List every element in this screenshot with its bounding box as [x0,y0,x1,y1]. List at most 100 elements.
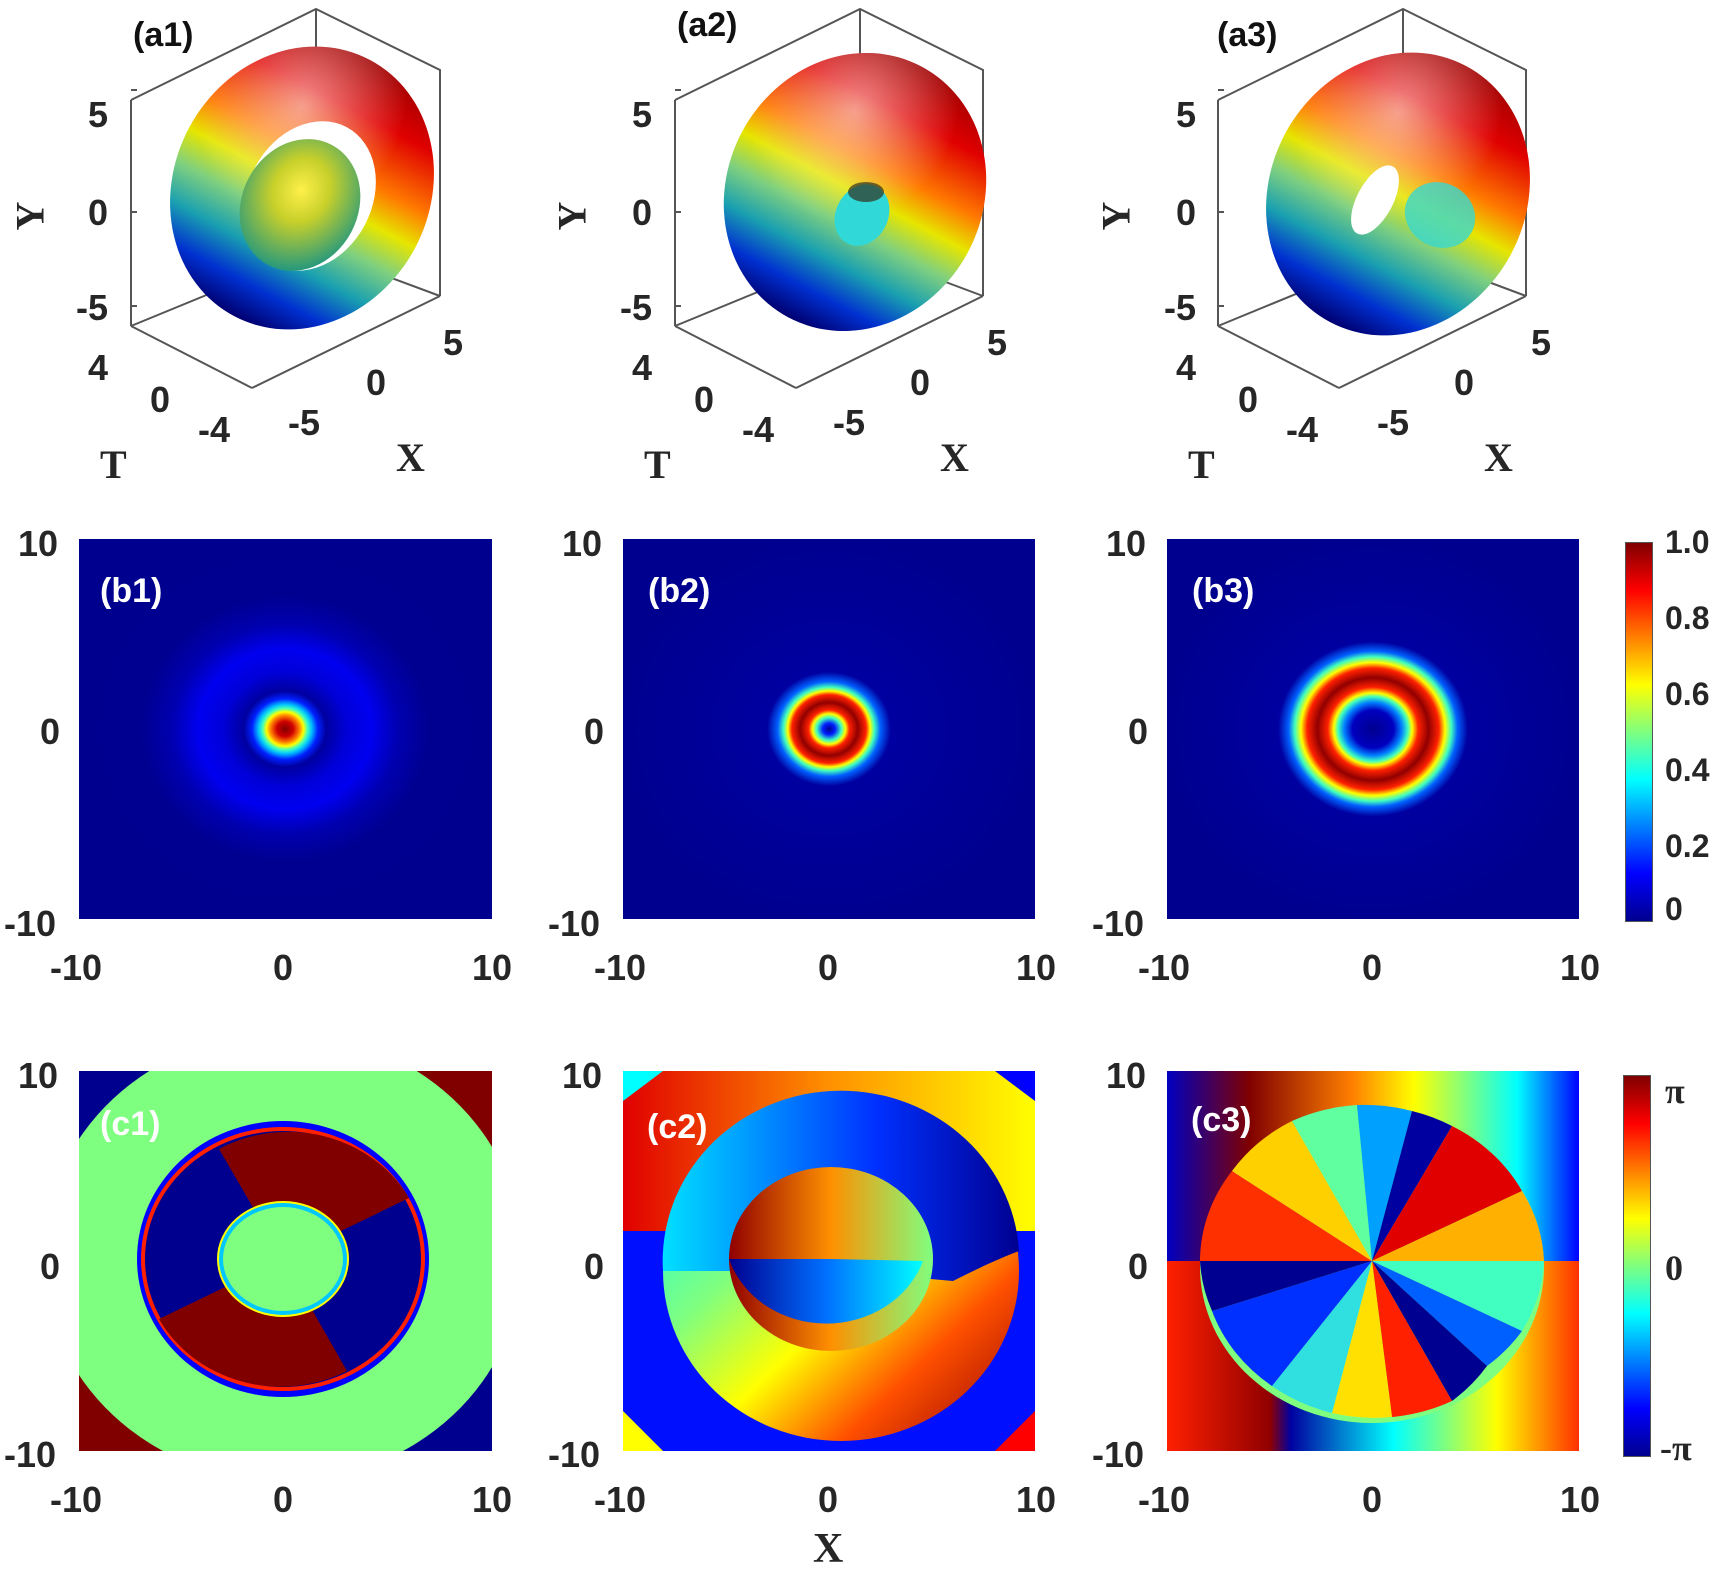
panel-label-c2: (c2) [647,1108,708,1146]
heatmap-c3 [1167,1071,1579,1451]
x-tick-a3-0: 0 [1454,362,1475,403]
x-tick-c1-m10: -10 [50,1479,103,1520]
t-tick-a2-0: 0 [694,379,715,420]
t-tick-a3-m4: -4 [1286,409,1319,450]
y-tick-a2-0: 0 [632,192,653,233]
t-tick-a2-4: 4 [632,347,653,388]
x-tick-a1-0: 0 [366,362,387,403]
x-tick-b1-m10: -10 [50,947,103,988]
x-tick-a3-5: 5 [1531,322,1552,363]
heatmap-c2 [623,1071,1035,1451]
y-axis-label-a2: Y [549,201,595,231]
x-tick-a1-5: 5 [443,322,464,363]
x-tick-b3-0: 0 [1362,947,1383,988]
y-tick-c1-10: 10 [18,1055,59,1096]
t-tick-a2-m4: -4 [742,409,775,450]
panel-label-b2: (b2) [648,572,711,610]
cbar-tick-zero: 0 [1665,1248,1683,1288]
axes-3d-box [1217,7,1530,389]
panel-label-b1: (b1) [100,572,163,610]
plot-a2: (a2) Y 5 0 -5 4 0 -4 T -5 0 5 X [540,0,1060,485]
y-tick-a3-0: 0 [1176,192,1197,233]
y-tick-b1-0: 0 [40,711,61,752]
y-tick-c1-m10: -10 [4,1434,57,1475]
x-tick-c3-10: 10 [1560,1479,1601,1520]
x-axis-label-a1: X [396,435,425,480]
x-tick-a2-0: 0 [910,362,931,403]
panel-label-c1: (c1) [100,1105,161,1143]
axes-3d-box [674,7,987,389]
cbar-tick-0.8: 0.8 [1665,600,1710,636]
x-tick-c1-10: 10 [472,1479,513,1520]
y-tick-c3-10: 10 [1106,1055,1147,1096]
y-tick-c1-0: 0 [40,1246,61,1287]
cbar-tick-0.2: 0.2 [1665,828,1710,864]
cbar-tick-0: 0 [1665,891,1683,927]
cbar-tick-1.0: 1.0 [1665,524,1710,560]
y-tick-a1-5: 5 [88,94,109,135]
x-tick-a2-5: 5 [987,322,1008,363]
y-tick-b2-0: 0 [584,711,605,752]
y-tick-a3-m5: -5 [1164,287,1197,328]
x-tick-c2-0: 0 [818,1479,839,1520]
t-tick-a1-4: 4 [88,347,109,388]
x-tick-a2-m5: -5 [833,402,866,443]
y-tick-c2-m10: -10 [548,1434,601,1475]
heatmap-b2 [623,539,1035,919]
y-tick-a2-5: 5 [632,94,653,135]
panel-label-b3: (b3) [1192,572,1255,610]
plot-a1: (a1) Y 5 0 -5 4 0 -4 T -5 0 5 X [0,0,520,485]
x-tick-b1-0: 0 [273,947,294,988]
y-tick-b2-m10: -10 [548,903,601,944]
x-tick-b2-0: 0 [818,947,839,988]
x-tick-b1-10: 10 [472,947,513,988]
y-tick-c3-0: 0 [1128,1246,1149,1287]
axes-3d-box [130,7,441,389]
t-tick-a1-m4: -4 [198,409,231,450]
t-axis-label-a1: T [100,442,127,487]
x-tick-a3-m5: -5 [1377,402,1410,443]
y-tick-b1-m10: -10 [4,903,57,944]
t-tick-a1-0: 0 [150,379,171,420]
y-tick-b1-10: 10 [18,523,59,564]
y-tick-c2-0: 0 [584,1246,605,1287]
y-axis-label-a1: Y [7,201,53,231]
colorbar-phase [1623,1075,1651,1457]
y-tick-a3-5: 5 [1176,94,1197,135]
x-axis-label-a3: X [1484,435,1513,480]
t-tick-a3-4: 4 [1176,347,1197,388]
cbar-tick-minus-pi: -π [1660,1428,1692,1468]
y-tick-c3-m10: -10 [1092,1434,1145,1475]
heatmap-b3 [1167,539,1579,919]
y-tick-b3-10: 10 [1106,523,1147,564]
y-tick-c2-10: 10 [562,1055,603,1096]
y-axis-label-a3: Y [1093,201,1139,231]
panel-label-a2: (a2) [677,6,738,44]
y-tick-b2-10: 10 [562,523,603,564]
x-tick-b3-10: 10 [1560,947,1601,988]
panel-label-a1: (a1) [133,16,194,54]
x-tick-c1-0: 0 [273,1479,294,1520]
t-tick-a3-0: 0 [1238,379,1259,420]
y-tick-a1-m5: -5 [76,287,109,328]
t-axis-label-a3: T [1188,442,1215,487]
x-axis-label-bottom: X [813,1526,844,1572]
x-axis-label-a2: X [940,435,969,480]
y-tick-a2-m5: -5 [620,287,653,328]
x-tick-c2-m10: -10 [594,1479,647,1520]
heatmap-b1 [79,539,492,919]
y-tick-b3-m10: -10 [1092,903,1145,944]
panel-label-a3: (a3) [1217,16,1278,54]
panel-label-c3: (c3) [1191,1101,1252,1139]
x-tick-b2-m10: -10 [594,947,647,988]
x-tick-c3-m10: -10 [1138,1479,1191,1520]
cbar-tick-0.4: 0.4 [1665,752,1710,788]
x-tick-a1-m5: -5 [288,402,321,443]
plot-a3: (a3) Y 5 0 -5 4 0 -4 T -5 0 5 X [1080,0,1600,485]
x-tick-b3-m10: -10 [1138,947,1191,988]
t-axis-label-a2: T [644,442,671,487]
y-tick-a1-0: 0 [88,192,109,233]
colorbar-intensity [1625,542,1653,922]
x-tick-c2-10: 10 [1016,1479,1057,1520]
cbar-tick-0.6: 0.6 [1665,676,1710,712]
